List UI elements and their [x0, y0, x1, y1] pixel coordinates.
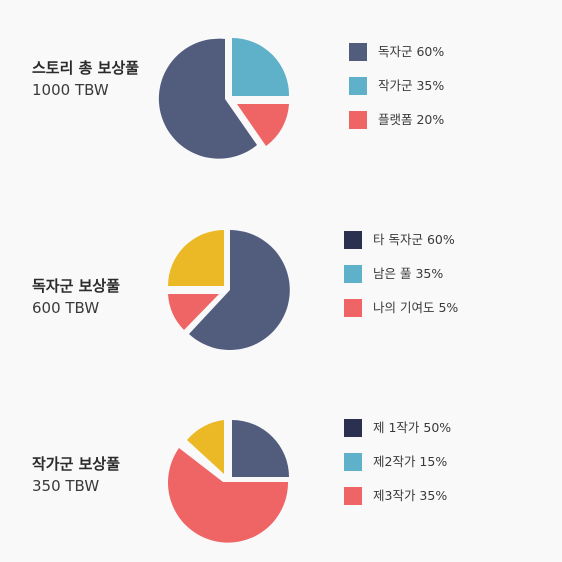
legend-label: 플랫폼 20%: [378, 112, 445, 127]
pie-slice-writer-3: [168, 448, 289, 543]
pool-section-writers: 작가군 보상풀 350 TBW 제 1작가 50% 제2작가 15% 제3작가 …: [0, 374, 562, 554]
legend-swatch: [349, 77, 367, 95]
pie-slice-readers: [158, 38, 257, 159]
legend-label: 남은 풀 35%: [373, 266, 444, 281]
legend-swatch: [349, 43, 367, 61]
legend-swatch: [349, 111, 367, 129]
legend-label: 독자군 60%: [378, 44, 445, 59]
pool-section-readers: 독자군 보상풀 600 TBW 타 독자군 60% 남은 풀 35% 나의 기여…: [0, 190, 562, 370]
section-title: 스토리 총 보상풀: [32, 59, 140, 77]
pie-chart-story-pool: [158, 38, 290, 159]
legend-label: 나의 기여도 5%: [373, 300, 459, 315]
legend-label: 제3작가 35%: [373, 488, 448, 503]
legend-label: 타 독자군 60%: [373, 232, 455, 247]
section-subtitle: 600 TBW: [32, 299, 100, 317]
legend-swatch: [344, 487, 362, 505]
pie-slice-writer-1: [232, 420, 289, 477]
section-subtitle: 350 TBW: [32, 477, 100, 495]
legend-label: 제 1작가 50%: [373, 420, 452, 435]
legend-label: 작가군 35%: [378, 78, 445, 93]
legend-label: 제2작가 15%: [373, 454, 448, 469]
section-title: 독자군 보상풀: [32, 277, 121, 295]
section-subtitle: 1000 TBW: [32, 81, 109, 99]
legend-swatch: [344, 231, 362, 249]
section-title-block: 작가군 보상풀 350 TBW: [32, 453, 120, 497]
legend-swatch: [344, 453, 362, 471]
pie-slice-writers: [232, 38, 290, 96]
pool-section-story: 스토리 총 보상풀 1000 TBW 독자군 60% 작가군 35% 플랫폼 2…: [0, 0, 562, 180]
pie-chart-writer-pool: [168, 420, 289, 543]
pie-chart-reader-pool: [168, 230, 290, 350]
legend-swatch: [344, 299, 362, 317]
pie-slice-my-contribution: [168, 294, 219, 330]
pie-slice-writer-2: [187, 420, 224, 474]
legend-swatch: [344, 419, 362, 437]
pie-slice-remaining-pool: [168, 230, 224, 286]
legend-swatch: [344, 265, 362, 283]
section-title-block: 독자군 보상풀 600 TBW: [32, 275, 120, 319]
pie-slice-other-readers: [189, 230, 290, 350]
section-title-block: 스토리 총 보상풀 1000 TBW: [32, 57, 139, 101]
pie-slice-platform: [237, 104, 289, 146]
section-title: 작가군 보상풀: [32, 455, 121, 473]
